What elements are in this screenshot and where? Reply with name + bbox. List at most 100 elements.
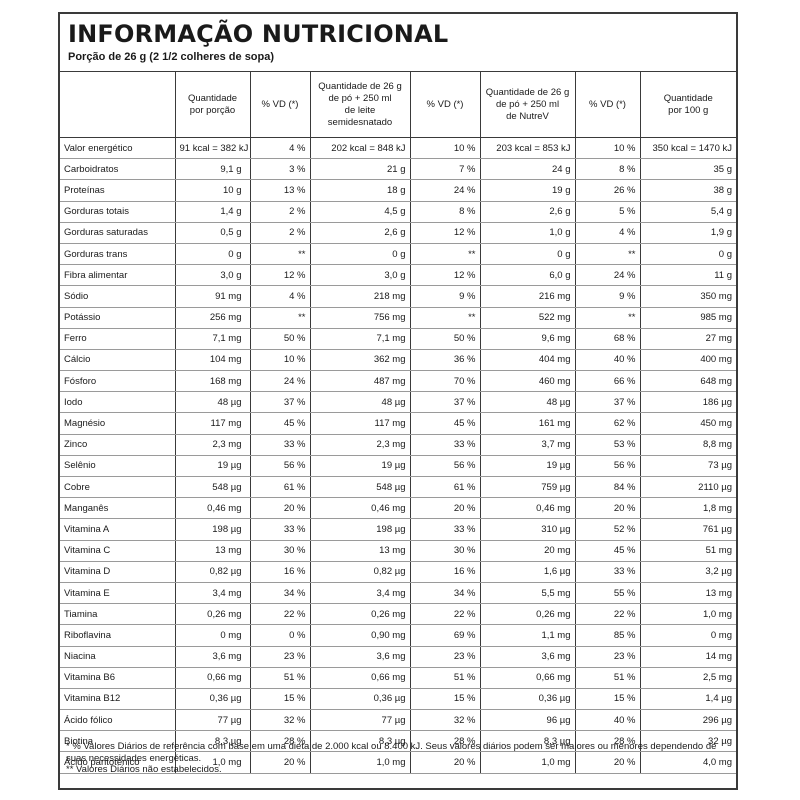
header-line: Quantidade de 26 g <box>485 86 570 98</box>
qty-nutrev-cell: 1,0 g <box>479 222 575 244</box>
vd-cell: 40 % <box>574 349 640 372</box>
vd-cell: 32 % <box>249 709 310 732</box>
qty-100g-cell: 2,5 mg <box>639 667 736 689</box>
qty-nutrev-cell: 2,6 g <box>479 201 575 223</box>
qty-milk-cell: 756 mg <box>309 307 410 329</box>
qty-portion-cell: 2,3 mg <box>174 434 250 456</box>
vd-cell: 34 % <box>249 582 310 605</box>
nutrient-name: Fibra alimentar <box>60 264 175 287</box>
vd-cell: 16 % <box>409 561 480 583</box>
qty-100g-cell: 1,9 g <box>639 222 736 244</box>
nutrition-facts-panel: INFORMAÇÃO NUTRICIONAL Porção de 26 g (2… <box>58 12 738 790</box>
qty-100g-cell: 186 µg <box>639 391 736 414</box>
nutrient-name: Niacina <box>60 646 175 668</box>
vd-cell: 24 % <box>409 179 480 202</box>
nutrient-name: Ferro <box>60 328 175 350</box>
header-vd-2: % VD (*) <box>409 71 480 138</box>
vd-cell: 23 % <box>574 646 640 668</box>
vd-cell: 40 % <box>574 709 640 732</box>
table-row: Vitamina D 0,82 µg 16 % 0,82 µg 16 % 1,6 µg 33… <box>60 561 736 583</box>
nutrient-name: Selênio <box>60 455 175 478</box>
qty-portion-cell: 91 mg <box>174 285 250 308</box>
header-line: de pó + 250 ml <box>495 98 560 110</box>
vd-cell: 4 % <box>249 137 310 160</box>
nutrition-table-body: Valor energético 91 kcal = 382 kJ 4 % 202 k… <box>60 137 736 774</box>
qty-milk-cell: 362 mg <box>309 349 410 372</box>
qty-nutrev-cell: 9,6 mg <box>479 328 575 350</box>
vd-cell: 30 % <box>249 540 310 562</box>
qty-portion-cell: 1,0 mg <box>174 751 250 774</box>
qty-nutrev-cell: 161 mg <box>479 412 575 435</box>
qty-100g-cell: 985 mg <box>639 307 736 329</box>
header-line: por porção <box>189 104 236 116</box>
nutrient-name: Gorduras saturadas <box>60 222 175 244</box>
qty-100g-cell: 1,4 µg <box>639 688 736 711</box>
vd-cell: 4 % <box>249 285 310 308</box>
vd-cell: 28 % <box>249 730 310 753</box>
vd-cell: 37 % <box>409 391 480 414</box>
nutrient-name: Iodo <box>60 391 175 414</box>
vd-cell: 34 % <box>409 582 480 605</box>
qty-milk-cell: 487 mg <box>309 370 410 393</box>
qty-nutrev-cell: 216 mg <box>479 285 575 308</box>
qty-milk-cell: 4,5 g <box>309 201 410 223</box>
qty-portion-cell: 168 mg <box>174 370 250 393</box>
table-row: Valor energético 91 kcal = 382 kJ 4 % 202 k… <box>60 137 736 160</box>
qty-milk-cell: 2,6 g <box>309 222 410 244</box>
qty-portion-cell: 0,36 µg <box>174 688 250 711</box>
vd-cell: 69 % <box>409 624 480 647</box>
qty-portion-cell: 9,1 g <box>174 158 250 181</box>
vd-cell: 68 % <box>574 328 640 350</box>
qty-100g-cell: 35 g <box>639 158 736 181</box>
vd-cell: 9 % <box>574 285 640 308</box>
table-row: Magnésio 117 mg 45 % 117 mg 45 % 161 mg 62 % 45… <box>60 412 736 435</box>
vd-cell: ** <box>249 243 310 266</box>
nutrient-name: Ácido pantotênico <box>60 751 175 774</box>
vd-cell: 55 % <box>574 582 640 605</box>
vd-cell: 84 % <box>574 476 640 499</box>
qty-portion-cell: 104 mg <box>174 349 250 372</box>
table-row: Cobre 548 µg 61 % 548 µg 61 % 759 µg 84 % 2110 … <box>60 476 736 499</box>
vd-cell: 33 % <box>249 518 310 541</box>
vd-cell: 10 % <box>574 137 640 160</box>
qty-portion-cell: 7,1 mg <box>174 328 250 350</box>
qty-100g-cell: 13 mg <box>639 582 736 605</box>
qty-100g-cell: 1,0 mg <box>639 603 736 626</box>
table-row: Vitamina E 3,4 mg 34 % 3,4 mg 34 % 5,5 mg 55 %… <box>60 582 736 605</box>
qty-nutrev-cell: 6,0 g <box>479 264 575 287</box>
footnotes: * % Valores Diários de referência com ba… <box>66 741 730 776</box>
qty-portion-cell: 0,66 mg <box>174 667 250 689</box>
qty-nutrev-cell: 20 mg <box>479 540 575 562</box>
qty-milk-cell: 3,4 mg <box>309 582 410 605</box>
vd-cell: 33 % <box>409 518 480 541</box>
header-qty-nutrev: Quantidade de 26 g de pó + 250 ml de Nutre… <box>479 71 575 138</box>
qty-portion-cell: 91 kcal = 382 kJ <box>174 137 250 160</box>
table-row: Cálcio 104 mg 10 % 362 mg 36 % 404 mg 40 % 400 … <box>60 349 736 372</box>
vd-cell: 7 % <box>409 158 480 181</box>
qty-portion-cell: 198 µg <box>174 518 250 541</box>
qty-nutrev-cell: 203 kcal = 853 kJ <box>479 137 575 160</box>
header-qty-milk: Quantidade de 26 g de pó + 250 ml de leite… <box>309 71 410 138</box>
vd-cell: 45 % <box>249 412 310 435</box>
footnote-vd: * % Valores Diários de referência com ba… <box>66 741 717 764</box>
table-row: Vitamina C 13 mg 30 % 13 mg 30 % 20 mg 45 % 51 … <box>60 540 736 562</box>
table-row: Ácido pantotênico 1,0 mg 20 % 1,0 mg 20 % 1,0… <box>60 751 736 774</box>
qty-milk-cell: 117 mg <box>309 412 410 435</box>
qty-nutrev-cell: 0 g <box>479 243 575 266</box>
vd-cell: 36 % <box>409 349 480 372</box>
vd-cell: 50 % <box>249 328 310 350</box>
qty-milk-cell: 0,46 mg <box>309 497 410 520</box>
table-row: Vitamina B12 0,36 µg 15 % 0,36 µg 15 % 0,36 µ… <box>60 688 736 711</box>
header-vd-1: % VD (*) <box>249 71 310 138</box>
vd-cell: 10 % <box>249 349 310 372</box>
footnote-not-established: ** Valores Diários não estabelecidos. <box>66 764 222 775</box>
vd-cell: 12 % <box>409 264 480 287</box>
vd-cell: 53 % <box>574 434 640 456</box>
qty-100g-cell: 51 mg <box>639 540 736 562</box>
qty-milk-cell: 0 g <box>309 243 410 266</box>
nutrient-name: Cálcio <box>60 349 175 372</box>
nutrient-name: Sódio <box>60 285 175 308</box>
qty-portion-cell: 0,5 g <box>174 222 250 244</box>
qty-milk-cell: 0,26 mg <box>309 603 410 626</box>
